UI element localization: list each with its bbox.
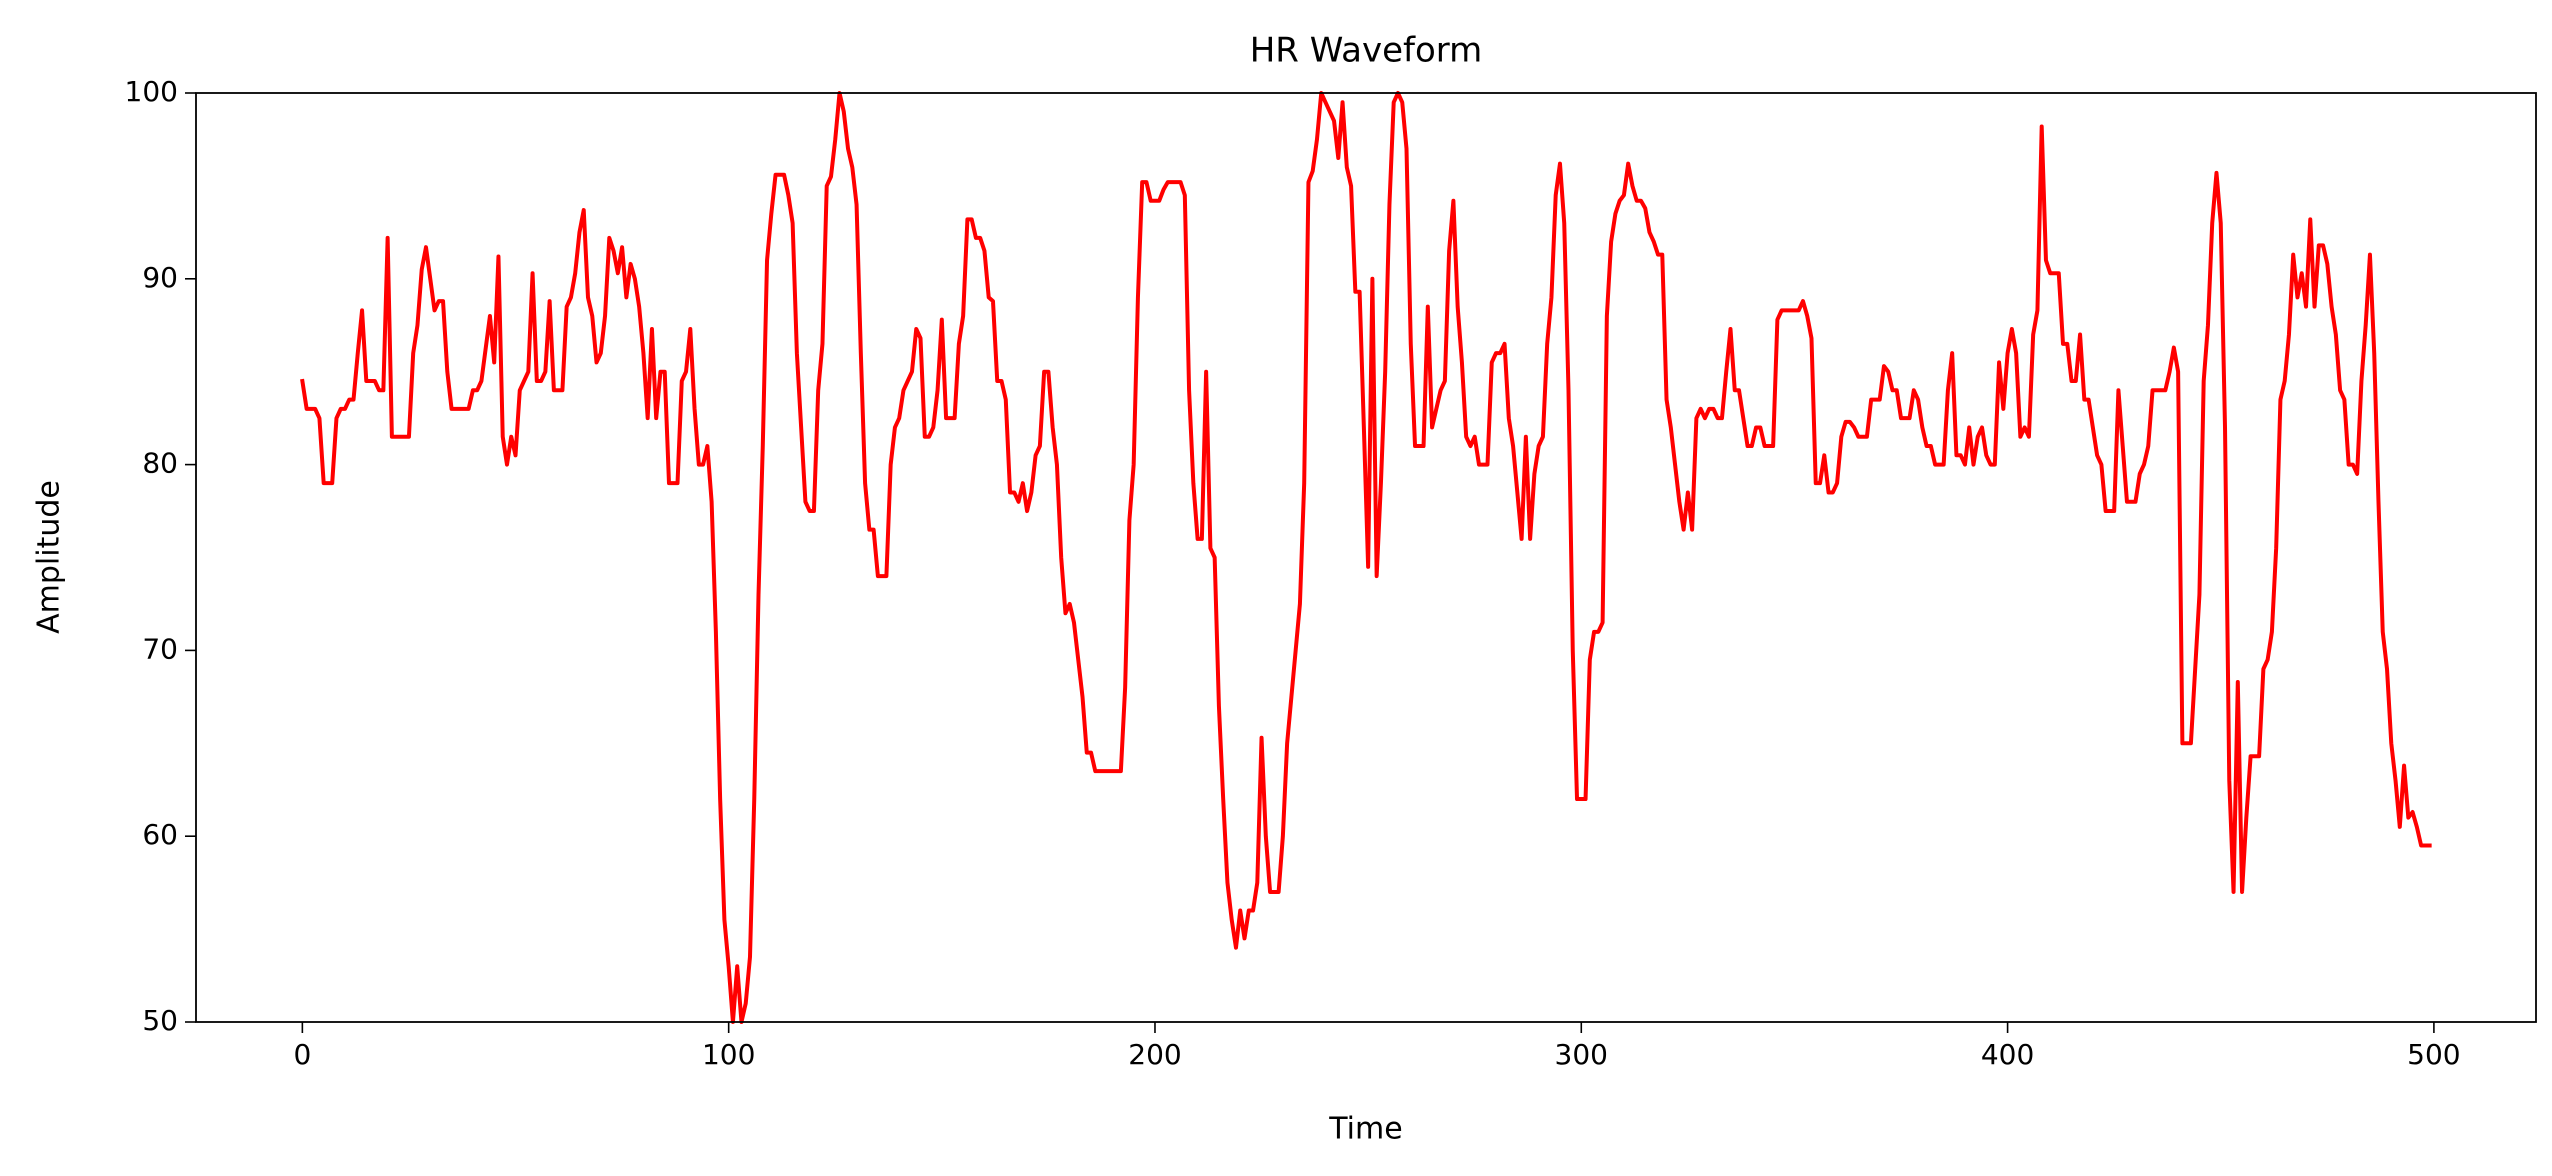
chart-title: HR Waveform [1250, 31, 1483, 71]
x-tick-label: 100 [702, 1038, 755, 1071]
x-tick-label: 400 [1981, 1038, 2034, 1071]
plot-frame [195, 92, 2537, 1023]
x-tick-label: 0 [293, 1038, 311, 1071]
x-tick-label: 200 [1128, 1038, 1181, 1071]
x-axis-label: Time [1328, 1112, 1402, 1147]
y-tick-label: 90 [142, 261, 178, 294]
y-tick-label: 50 [142, 1004, 178, 1037]
data-line [300, 91, 2432, 1024]
y-tick-label: 70 [142, 632, 178, 665]
x-tick-label: 500 [2407, 1038, 2460, 1071]
y-tick-label: 80 [142, 447, 178, 480]
y-tick-label: 100 [125, 75, 178, 108]
x-tick-label: 300 [1555, 1038, 1608, 1071]
y-tick-label: 60 [142, 818, 178, 851]
plot-area: 50 60 70 80 90 100 0 100 200 300 400 500 [125, 75, 2537, 1071]
y-axis-label: Amplitude [32, 480, 67, 634]
